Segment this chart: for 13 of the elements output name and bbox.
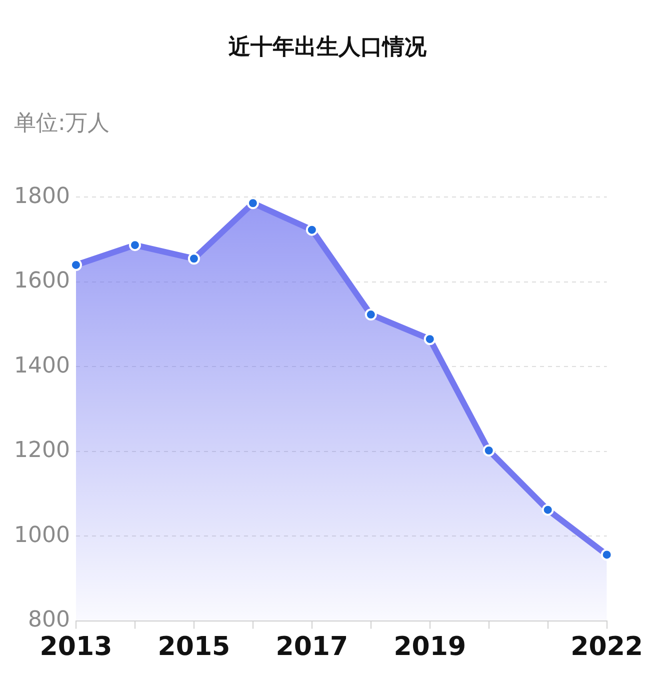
y-tick-label: 1600	[14, 268, 70, 294]
x-tick-label: 2019	[394, 632, 466, 662]
x-tick-label: 2017	[276, 632, 348, 662]
chart-title: 近十年出生人口情况	[228, 34, 428, 62]
y-tick-label: 1800	[14, 184, 70, 209]
y-tick-label: 800	[28, 608, 70, 633]
y-axis-title: 单位:万人	[14, 110, 110, 138]
x-tick-label: 2013	[40, 632, 112, 662]
x-tick-label: 2015	[158, 632, 230, 662]
y-tick-label: 1000	[14, 522, 70, 548]
y-tick-label: 1200	[14, 438, 70, 464]
y-tick-label: 1400	[14, 353, 70, 378]
x-tick-label: 2022	[570, 632, 644, 662]
